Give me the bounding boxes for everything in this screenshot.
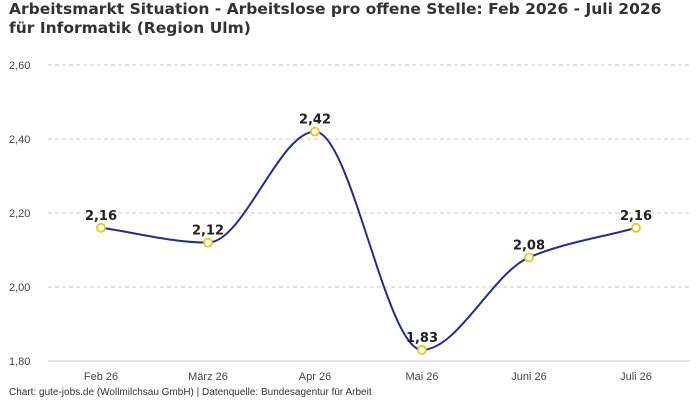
data-label: 2,42 (299, 113, 331, 128)
series-line (100, 130, 637, 351)
x-tick-label: Juli 26 (620, 371, 652, 383)
x-tick-label: März 26 (188, 371, 228, 383)
x-tick-label: Apr 26 (299, 371, 331, 383)
data-label: 2,08 (513, 238, 545, 253)
data-point (203, 237, 213, 248)
y-tick-label: 2,00 (9, 282, 30, 294)
grid-lines (48, 64, 690, 362)
y-tick-label: 2,60 (9, 60, 30, 72)
data-label: 1,83 (406, 331, 438, 346)
x-axis-ticks: Feb 26 März 26 Apr 26 Mai 26 Juni 26 Juli 26 (84, 371, 652, 383)
chart-title: Arbeitsmarkt Situation - Arbeitslose pro… (9, 0, 662, 37)
chart-source-footer: Chart: gute-jobs.de (Wollmilchsau GmbH) … (9, 387, 372, 398)
data-point (310, 126, 320, 137)
y-tick-label: 2,20 (9, 208, 30, 220)
data-point (631, 222, 641, 233)
data-label: 2,16 (85, 209, 117, 224)
y-axis-ticks: 1,80 2,00 2,20 2,40 2,60 (9, 60, 30, 368)
y-tick-label: 1,80 (9, 356, 30, 368)
data-point (417, 344, 427, 355)
data-point (96, 222, 106, 233)
data-labels: 2,16 2,12 2,42 1,83 2,08 2,16 (85, 113, 652, 346)
data-point (524, 252, 534, 263)
x-tick-label: Juni 26 (511, 371, 546, 383)
x-tick-label: Feb 26 (84, 371, 118, 383)
data-points (96, 126, 641, 355)
data-label: 2,12 (192, 224, 224, 239)
data-label: 2,16 (620, 209, 652, 224)
x-tick-label: Mai 26 (405, 371, 438, 383)
y-tick-label: 2,40 (9, 134, 30, 146)
